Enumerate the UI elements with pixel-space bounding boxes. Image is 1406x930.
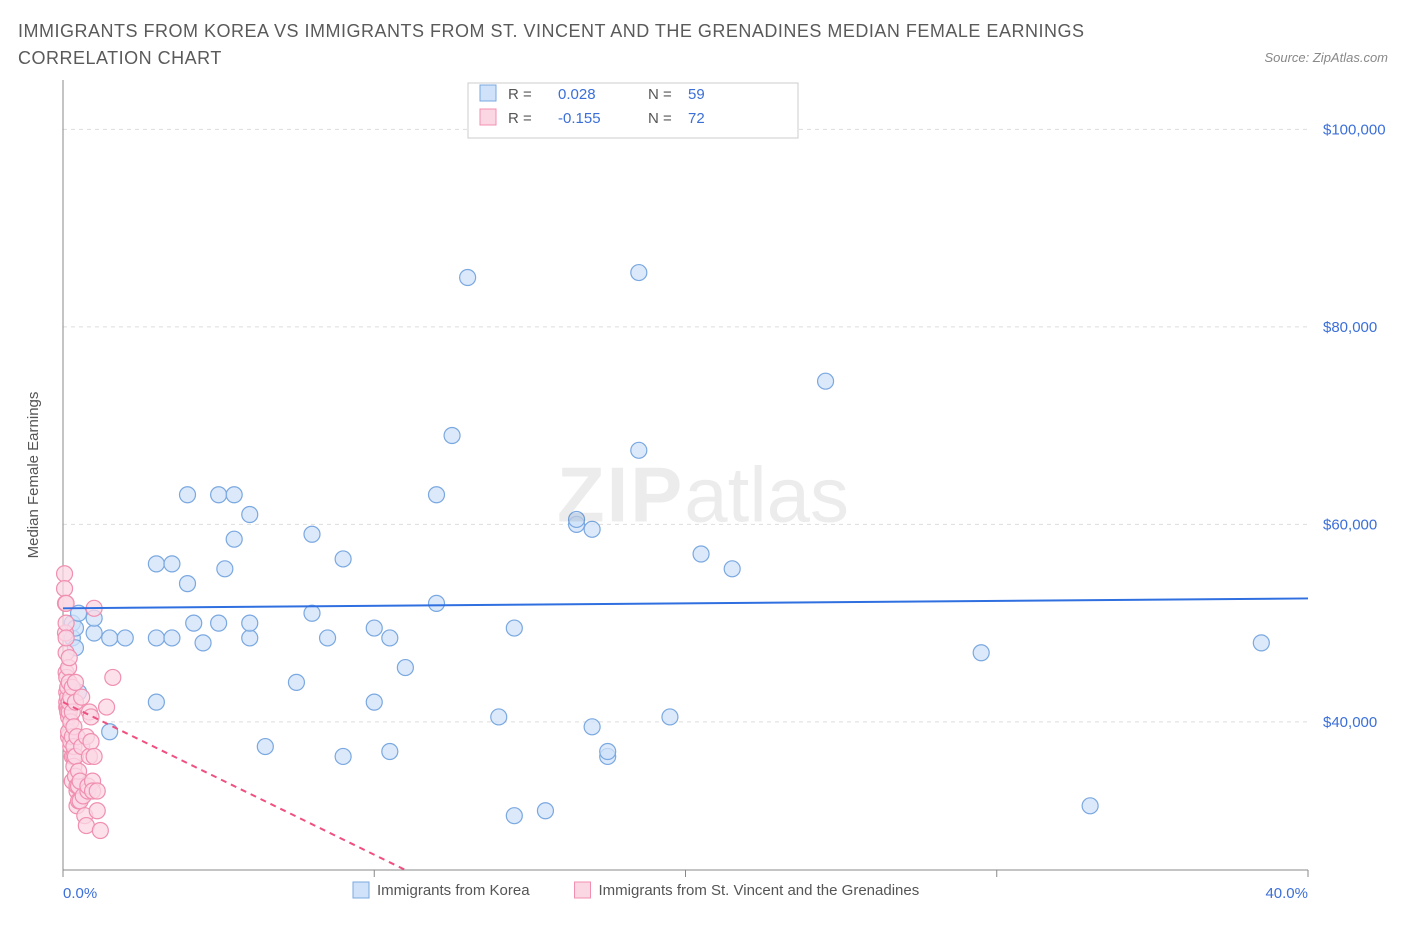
data-point [335,551,351,567]
y-tick-label: $60,000 [1323,516,1377,533]
data-point [58,630,74,646]
data-point [973,645,989,661]
data-point [164,630,180,646]
data-point [83,734,99,750]
x-tick-label: 0.0% [63,885,97,902]
legend-n-label: N = [648,86,672,103]
data-point [537,803,553,819]
bottom-legend-label: Immigrants from St. Vincent and the Gren… [599,882,920,899]
data-point [366,694,382,710]
data-point [584,719,600,735]
data-point [631,442,647,458]
data-point [242,507,258,523]
data-point [460,270,476,286]
data-point [102,724,118,740]
data-point [148,630,164,646]
legend-n-label: N = [648,110,672,127]
trend-line [63,598,1308,608]
data-point [506,620,522,636]
y-tick-label: $80,000 [1323,319,1377,336]
x-tick-label: 40.0% [1265,885,1308,902]
data-point [397,660,413,676]
data-point [335,748,351,764]
data-point [429,595,445,611]
data-point [226,531,242,547]
legend-n-value: 59 [688,86,705,103]
data-point [148,694,164,710]
legend-r-label: R = [508,86,532,103]
data-point [382,630,398,646]
bottom-legend-swatch [575,882,591,898]
data-point [58,615,74,631]
data-point [195,635,211,651]
data-point [242,615,258,631]
trend-line [63,702,405,870]
data-point [57,566,73,582]
bottom-legend-swatch [353,882,369,898]
data-point [211,615,227,631]
y-axis-label: Median Female Earnings [25,392,42,559]
legend-r-value: -0.155 [558,110,601,127]
data-point [86,625,102,641]
data-point [217,561,233,577]
y-tick-label: $40,000 [1323,714,1377,731]
data-point [818,373,834,389]
legend-swatch [480,85,496,101]
data-point [57,581,73,597]
data-point [211,487,227,503]
legend-swatch [480,109,496,125]
data-point [117,630,133,646]
chart-title: IMMIGRANTS FROM KOREA VS IMMIGRANTS FROM… [18,18,1168,72]
data-point [304,526,320,542]
series [57,566,121,839]
data-point [491,709,507,725]
data-point [600,744,616,760]
data-point [164,556,180,572]
data-point [288,674,304,690]
data-point [382,744,398,760]
data-point [444,428,460,444]
data-point [83,709,99,725]
series [64,265,1269,824]
data-point [99,699,115,715]
data-point [724,561,740,577]
legend-r-value: 0.028 [558,86,596,103]
legend-n-value: 72 [688,110,705,127]
data-point [320,630,336,646]
data-point [61,650,77,666]
data-point [662,709,678,725]
legend-r-label: R = [508,110,532,127]
data-point [92,823,108,839]
data-point [506,808,522,824]
data-point [86,748,102,764]
data-point [180,576,196,592]
chart-container: $40,000 $60,000 $80,000 $100,000 0.0% 40.0% Me… [18,80,1388,910]
data-point [102,630,118,646]
data-point [148,556,164,572]
data-point [366,620,382,636]
source-text: Source: ZipAtlas.com [1264,50,1388,65]
scatter-chart: $40,000 $60,000 $80,000 $100,000 0.0% 40.0% Me… [18,80,1388,910]
y-tick-label: $100,000 [1323,121,1386,138]
data-point [693,546,709,562]
data-point [180,487,196,503]
data-point [105,669,121,685]
bottom-legend-label: Immigrants from Korea [377,882,530,899]
data-point [569,511,585,527]
data-point [186,615,202,631]
data-point [89,783,105,799]
data-point [584,521,600,537]
data-point [429,487,445,503]
data-point [631,265,647,281]
data-point [1082,798,1098,814]
data-point [242,630,258,646]
data-point [257,739,273,755]
data-point [67,674,83,690]
data-point [74,689,90,705]
data-point [304,605,320,621]
data-point [226,487,242,503]
data-point [89,803,105,819]
data-point [1253,635,1269,651]
